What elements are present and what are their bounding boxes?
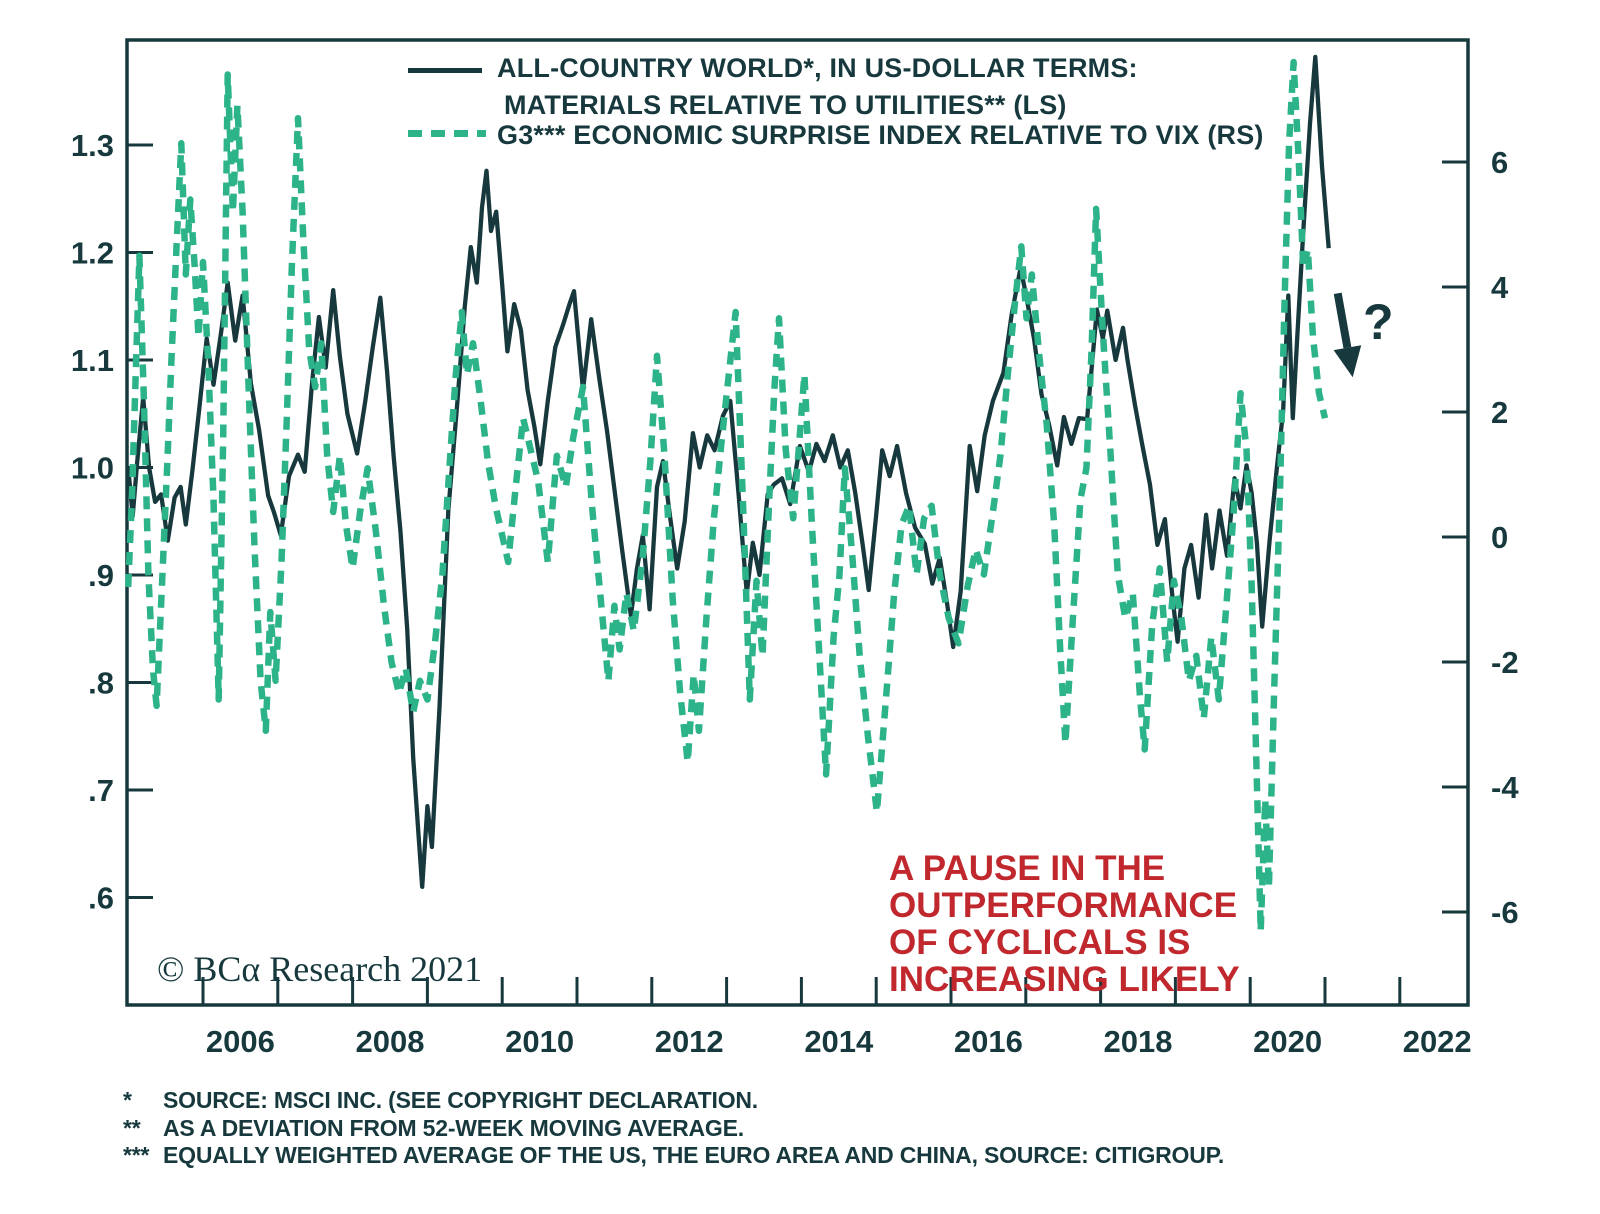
red-annotation: A PAUSE IN THE OUTPERFORMANCE OF CYCLICA… bbox=[889, 850, 1240, 998]
red-annotation-line: INCREASING LIKELY bbox=[889, 960, 1240, 999]
materials-utilities-line bbox=[126, 54, 1331, 889]
footnote-marker: * bbox=[123, 1087, 132, 1113]
footnote-text: SOURCE: MSCI INC. (SEE COPYRIGHT DECLARA… bbox=[163, 1087, 758, 1113]
footnote-row: ** AS A DEVIATION FROM 52-WEEK MOVING AV… bbox=[123, 1115, 1224, 1143]
copyright-text: © BCα Research 2021 bbox=[157, 949, 483, 989]
footnote-marker: *** bbox=[123, 1142, 150, 1168]
x-axis-year-label: 2018 bbox=[1104, 1024, 1173, 1059]
right-axis-tick-label: 4 bbox=[1491, 270, 1509, 305]
footnotes: * SOURCE: MSCI INC. (SEE COPYRIGHT DECLA… bbox=[123, 1087, 1224, 1170]
red-annotation-line: OUTPERFORMANCE bbox=[889, 886, 1238, 925]
right-axis-tick-label: -6 bbox=[1491, 895, 1519, 930]
surprise-vix-line bbox=[124, 58, 1329, 935]
red-annotation-line: OF CYCLICALS IS bbox=[889, 923, 1191, 962]
legend-series1-label-line2: MATERIALS RELATIVE TO UTILITIES** (LS) bbox=[504, 90, 1067, 120]
x-axis-year-label: 2008 bbox=[356, 1024, 425, 1059]
x-axis-year-label: 2022 bbox=[1403, 1024, 1472, 1059]
right-axis-tick-label: 2 bbox=[1491, 395, 1508, 430]
x-axis-year-label: 2020 bbox=[1253, 1024, 1322, 1059]
right-axis-tick-label: 0 bbox=[1491, 520, 1508, 555]
footnote-row: * SOURCE: MSCI INC. (SEE COPYRIGHT DECLA… bbox=[123, 1087, 1224, 1115]
plot-border bbox=[125, 38, 1470, 1007]
left-axis-tick-label: 1.3 bbox=[71, 128, 114, 163]
left-axis-tick-label: 1.2 bbox=[71, 236, 114, 271]
x-axis-year-label: 2016 bbox=[954, 1024, 1023, 1059]
right-axis-tick-label: 6 bbox=[1491, 145, 1508, 180]
left-axis-tick-label: 1.1 bbox=[71, 343, 114, 378]
red-annotation-line: A PAUSE IN THE bbox=[889, 849, 1166, 888]
left-axis-tick-label: .6 bbox=[88, 881, 114, 916]
legend-solid-line-swatch bbox=[408, 68, 482, 73]
legend-series2-label: G3*** ECONOMIC SURPRISE INDEX RELATIVE T… bbox=[497, 120, 1264, 150]
right-axis-tick-label: -2 bbox=[1491, 645, 1519, 680]
footnote-row: *** EQUALLY WEIGHTED AVERAGE OF THE US, … bbox=[123, 1142, 1224, 1170]
x-axis-year-label: 2014 bbox=[804, 1024, 874, 1059]
legend-series1-label-line1: ALL-COUNTRY WORLD*, IN US-DOLLAR TERMS: bbox=[497, 53, 1138, 83]
left-axis-tick-label: 1.0 bbox=[71, 451, 114, 486]
footnote-text: EQUALLY WEIGHTED AVERAGE OF THE US, THE … bbox=[163, 1142, 1225, 1168]
footnote-text: AS A DEVIATION FROM 52-WEEK MOVING AVERA… bbox=[163, 1114, 744, 1141]
footnote-marker: ** bbox=[123, 1114, 141, 1141]
down-arrow-shaft bbox=[1333, 292, 1352, 349]
left-axis-tick-label: .7 bbox=[88, 773, 114, 808]
down-arrow-head bbox=[1333, 345, 1362, 378]
right-axis-tick-label: -4 bbox=[1491, 770, 1519, 805]
x-axis-year-label: 2012 bbox=[655, 1024, 724, 1059]
question-mark-annotation: ? bbox=[1363, 294, 1394, 350]
legend-dashed-line-swatch bbox=[408, 130, 486, 137]
x-axis-year-label: 2010 bbox=[505, 1024, 574, 1059]
x-axis-year-label: 2006 bbox=[206, 1024, 275, 1059]
left-axis-tick-label: .9 bbox=[88, 558, 114, 593]
left-axis-tick-label: .8 bbox=[88, 666, 114, 701]
